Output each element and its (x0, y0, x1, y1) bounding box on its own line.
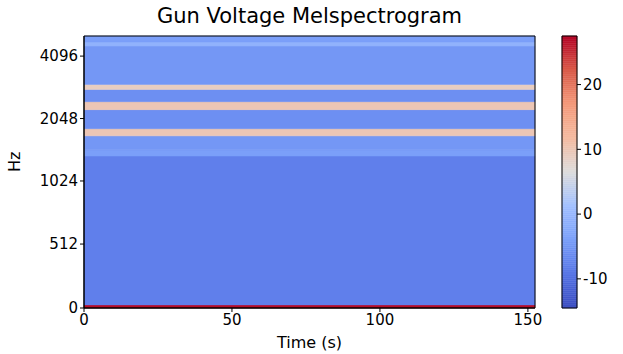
svg-text:Time (s): Time (s) (276, 333, 342, 352)
svg-text:2048: 2048 (40, 110, 78, 128)
svg-text:Hz: Hz (5, 152, 24, 172)
svg-text:50: 50 (222, 311, 241, 329)
svg-text:4096: 4096 (40, 47, 78, 65)
svg-text:1024: 1024 (40, 172, 78, 190)
svg-text:10: 10 (583, 141, 602, 159)
html-text:Gun Voltage Melspectrogram: Gun Voltage Melspectrogram (156, 4, 463, 28)
svg-text:0: 0 (68, 299, 78, 317)
svg-text:-10: -10 (583, 270, 608, 288)
svg-text:100: 100 (366, 311, 395, 329)
svg-text:0: 0 (583, 205, 593, 223)
svg-text:512: 512 (49, 235, 78, 253)
svg-text:150: 150 (514, 311, 543, 329)
svg-text:0: 0 (79, 311, 89, 329)
svg-text:20: 20 (583, 76, 602, 94)
